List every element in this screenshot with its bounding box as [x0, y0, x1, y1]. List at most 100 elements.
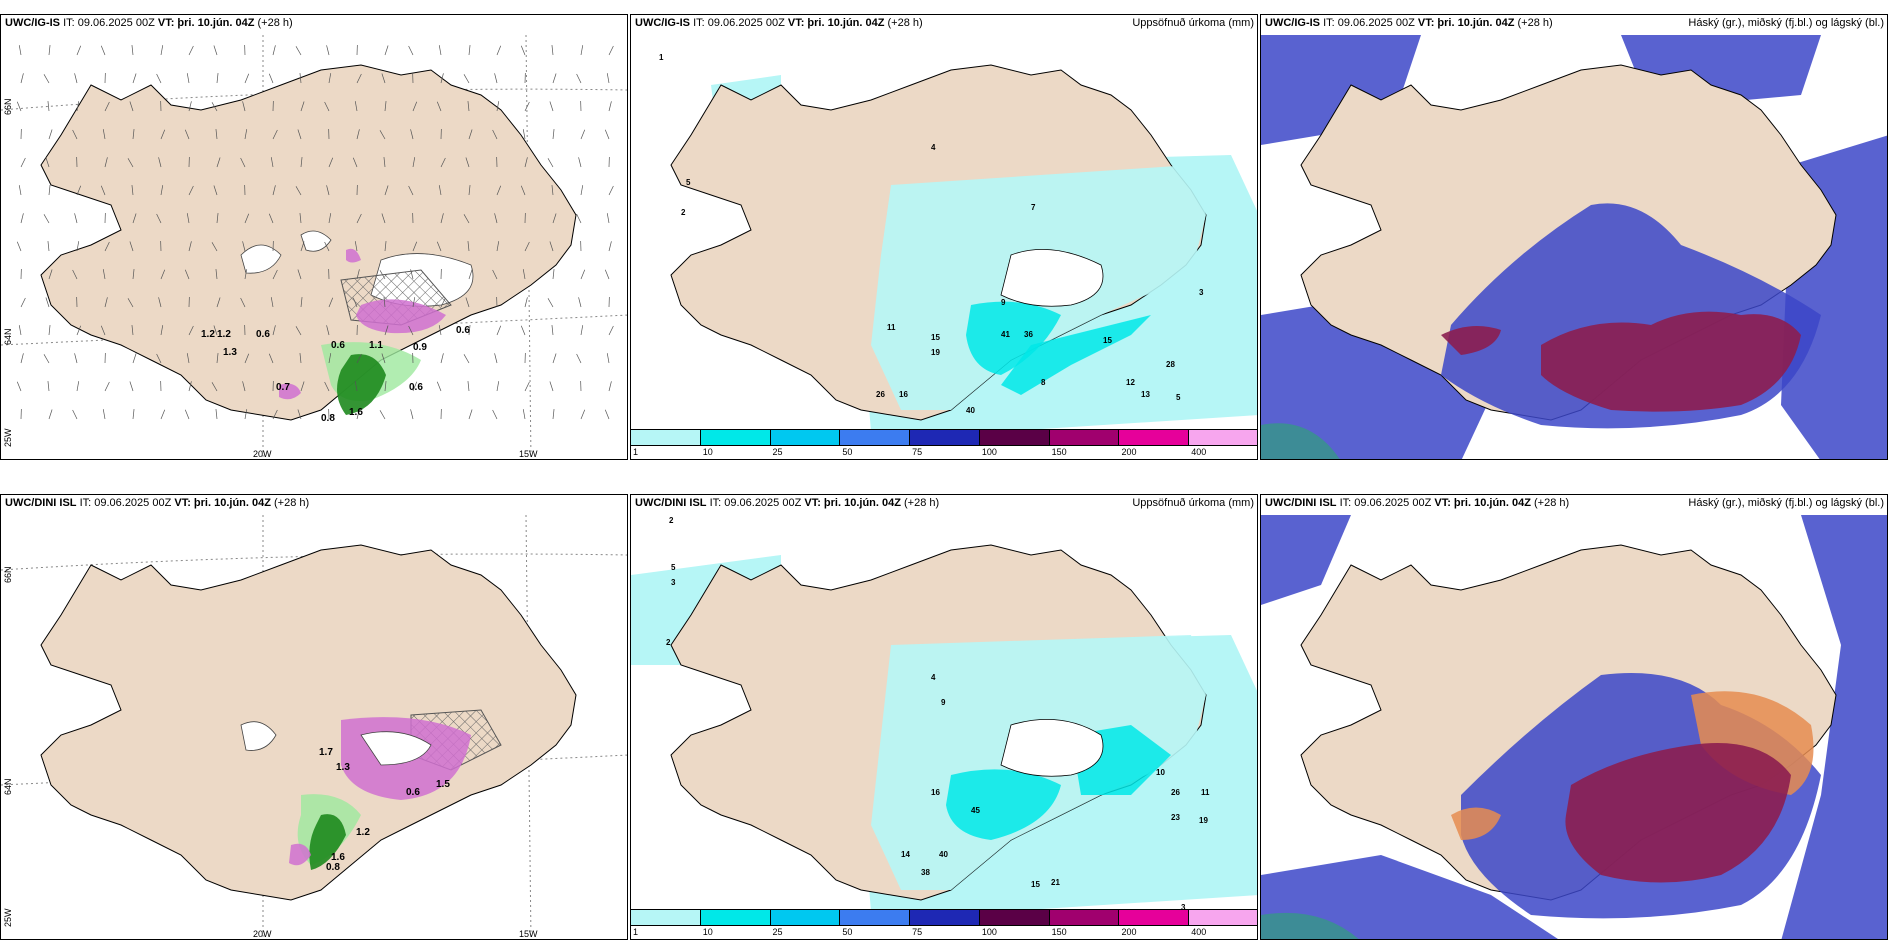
wind-barb	[160, 185, 164, 196]
wind-barb	[381, 213, 386, 224]
legend-tick: 25	[772, 927, 783, 937]
wind-barb	[606, 73, 610, 84]
wind-barb	[580, 129, 586, 140]
legend-tick: 1	[633, 927, 639, 937]
wind-barb	[440, 213, 444, 224]
wind-barb	[244, 269, 248, 280]
value-label: 3	[671, 578, 676, 587]
wind-barb	[213, 45, 218, 56]
lon-label: 20W	[253, 449, 272, 459]
cloud-map	[1261, 35, 1887, 459]
panel-ig-is-precip: UWC/IG-IS IT: 09.06.2025 00Z VT: þri. 10…	[630, 14, 1258, 460]
value-label: 3	[1181, 903, 1186, 912]
value-label: 1.3	[223, 347, 237, 358]
wind-barb	[410, 409, 414, 420]
wind-barb	[608, 241, 612, 252]
precip-map: 2 5 3 2 4 9 16 45 38 40 14 21 15 26 23 1…	[631, 516, 1257, 912]
wind-barb	[465, 157, 470, 168]
wind-barb	[160, 45, 164, 56]
wind-barb	[496, 101, 500, 112]
wind-barb	[20, 73, 24, 84]
wind-barb	[188, 45, 194, 56]
wind-barb	[522, 409, 526, 420]
wind-barb	[580, 269, 586, 280]
wind-barb	[216, 157, 221, 168]
wind-barb	[440, 297, 446, 308]
value-label: 16	[899, 390, 908, 399]
wind-barb	[410, 129, 414, 140]
wind-barb	[272, 185, 276, 196]
wind-barb	[72, 129, 78, 140]
value-label: 1.2	[201, 329, 215, 340]
legend-tick: 10	[702, 447, 713, 457]
wind-barb	[156, 353, 162, 364]
legend-swatch	[840, 430, 911, 445]
wind-barb	[188, 185, 194, 196]
value-label: 15	[1103, 336, 1112, 345]
wind-barb	[580, 325, 584, 336]
wind-barb	[45, 297, 50, 308]
wind-barb	[242, 101, 246, 112]
legend-tick: 100	[981, 447, 997, 457]
legend-swatch	[979, 910, 1050, 925]
wind-barb	[297, 269, 302, 280]
wind-barb	[520, 45, 526, 56]
wind-barb	[129, 101, 134, 112]
wind-barb	[270, 297, 274, 308]
wind-barb	[328, 73, 332, 84]
wind-barb	[216, 353, 219, 364]
wind-barb	[104, 381, 110, 392]
wind-barb	[551, 185, 554, 196]
wind-barb	[188, 101, 192, 112]
legend-tick: 400	[1191, 927, 1207, 937]
wind-barb	[74, 353, 78, 364]
value-label: 0.6	[256, 329, 270, 340]
wind-barb	[520, 325, 526, 336]
wind-barb	[48, 269, 53, 280]
wind-barb	[184, 269, 190, 280]
lon-label: 15W	[519, 929, 538, 939]
wind-barb	[524, 381, 530, 392]
wind-barb	[102, 129, 106, 140]
wind-barb	[379, 270, 386, 280]
wind-barb	[299, 213, 302, 224]
wind-barb	[604, 129, 610, 140]
wind-barb	[156, 73, 162, 84]
wind-barb	[188, 325, 194, 336]
value-label: 13	[1141, 390, 1150, 399]
value-label: 0.8	[326, 862, 340, 873]
wind-barb	[383, 157, 386, 168]
wind-barb	[242, 241, 246, 252]
wind-barb	[494, 353, 498, 364]
wind-barb	[412, 297, 416, 308]
wind-barb	[356, 269, 360, 280]
value-label: 12	[1126, 378, 1135, 387]
wind-barb	[328, 213, 332, 224]
wind-barb	[580, 45, 584, 56]
wind-barb	[354, 101, 358, 112]
wind-barb	[300, 297, 303, 308]
wind-barb	[186, 353, 190, 364]
wind-barb	[48, 409, 53, 420]
wind-barb	[328, 157, 334, 168]
value-label: 1.6	[349, 407, 363, 418]
value-label: 26	[1171, 788, 1180, 797]
wind-barb	[104, 241, 110, 252]
wind-barb	[299, 353, 302, 364]
wind-barb	[244, 129, 248, 140]
precip-map: 1 5 2 4 7 9 19 15 11 41 36 15 16 28 12 1…	[659, 53, 1257, 431]
wind-barb	[468, 325, 471, 336]
legend-tick: 75	[912, 927, 923, 937]
wind-barb	[244, 409, 248, 420]
wind-barb	[104, 101, 110, 112]
wind-barb	[300, 241, 305, 252]
wind-barb	[468, 185, 471, 196]
wind-barb	[242, 381, 246, 392]
legend-swatch	[1119, 910, 1190, 925]
wind-barb	[496, 45, 502, 56]
wind-barb	[379, 130, 386, 140]
wind-barb	[551, 45, 554, 56]
wind-barb	[160, 325, 164, 336]
legend-tick: 150	[1051, 927, 1067, 937]
wind-barb	[496, 241, 500, 252]
